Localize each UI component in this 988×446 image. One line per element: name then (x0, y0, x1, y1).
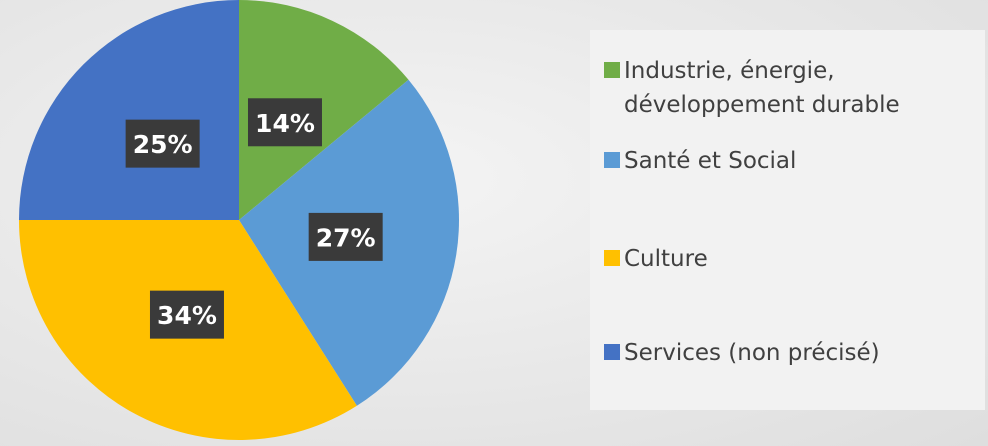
data-label-box (125, 119, 200, 168)
legend-label: Culture (624, 246, 708, 272)
legend-swatch (604, 344, 620, 360)
data-label-box (247, 98, 322, 147)
legend-swatch (604, 152, 620, 168)
legend-label: Services (non précisé) (624, 340, 880, 366)
legend-swatch (604, 250, 620, 266)
pie-slice (19, 0, 239, 220)
data-label: 34% (157, 301, 217, 330)
legend-swatch (604, 62, 620, 78)
legend-item: Services (non précisé) (604, 336, 979, 370)
legend-item: Industrie, énergie, développement durabl… (604, 54, 979, 122)
legend-item: Culture (604, 242, 979, 276)
data-label: 27% (316, 223, 376, 252)
legend-label: Santé et Social (624, 148, 797, 174)
legend: Industrie, énergie, développement durabl… (590, 30, 985, 410)
data-label-box (308, 212, 383, 261)
data-label: 25% (133, 130, 193, 159)
legend-label: Industrie, énergie, développement durabl… (624, 58, 900, 118)
data-label-box (149, 290, 224, 339)
legend-item: Santé et Social (604, 144, 979, 178)
pie-slice (239, 0, 409, 220)
data-label: 14% (255, 109, 315, 138)
